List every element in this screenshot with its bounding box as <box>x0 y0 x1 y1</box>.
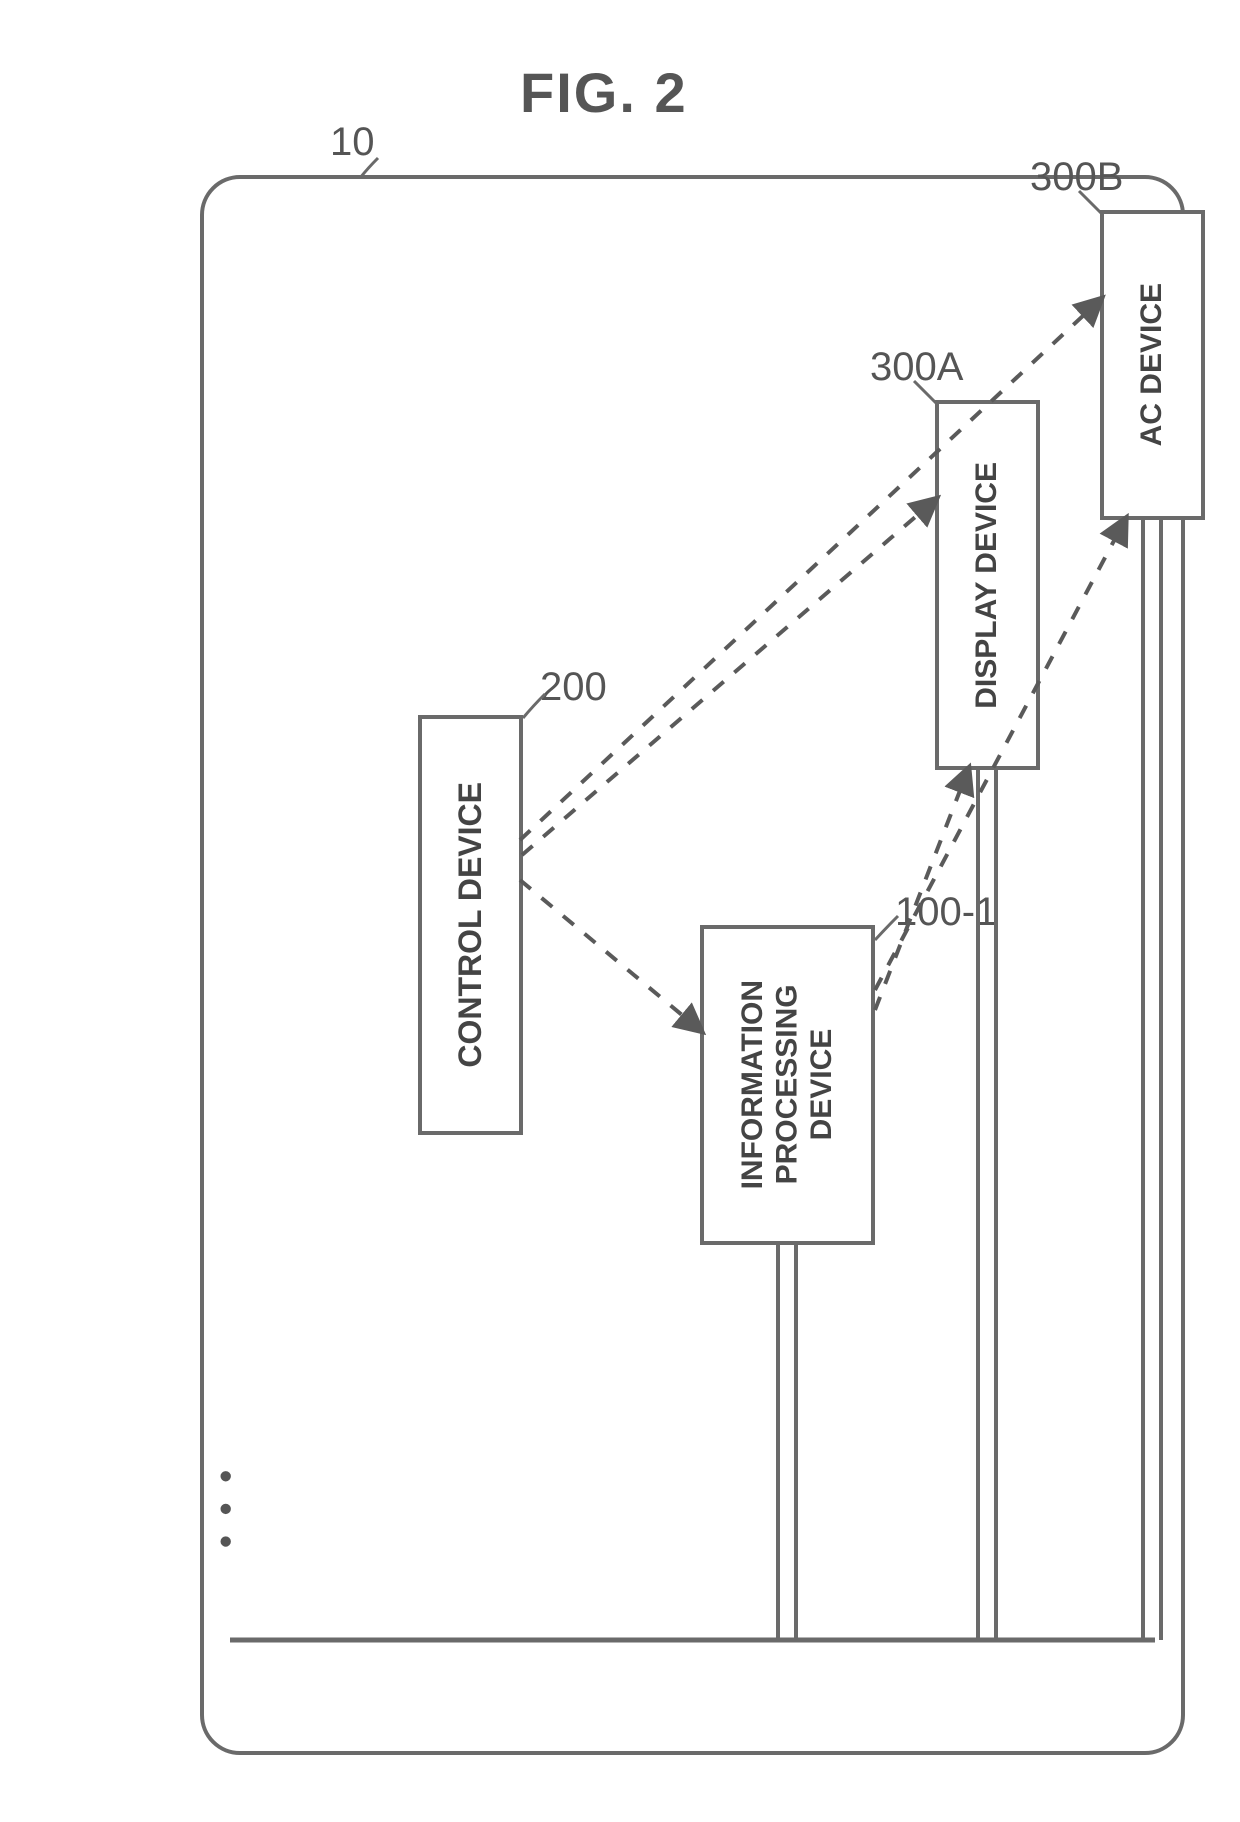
control-device-node: CONTROL DEVICE <box>418 715 523 1135</box>
info-device-label: INFORMATION PROCESSING DEVICE <box>736 980 840 1189</box>
ac-device-node: AC DEVICE <box>1100 210 1205 520</box>
control-device-ref: 200 <box>540 665 607 710</box>
control-device-label: CONTROL DEVICE <box>452 782 489 1068</box>
display-device-ref: 300A <box>870 345 963 390</box>
ac-device-label: AC DEVICE <box>1135 283 1170 446</box>
frame-ref-label: 10 <box>330 120 375 165</box>
figure-title: FIG. 2 <box>520 60 688 125</box>
display-device-label: DISPLAY DEVICE <box>970 462 1005 709</box>
info-device-ref: 100-1 <box>895 890 997 935</box>
ac-device-ref: 300B <box>1030 155 1123 200</box>
info-device-node: INFORMATION PROCESSING DEVICE <box>700 925 875 1245</box>
ellipsis-dots: ••• <box>205 1470 247 1568</box>
display-device-node: DISPLAY DEVICE <box>935 400 1040 770</box>
diagram-canvas: FIG. 2 10 CONTROL DEVICE 200 INFORMATION… <box>0 0 1240 1822</box>
